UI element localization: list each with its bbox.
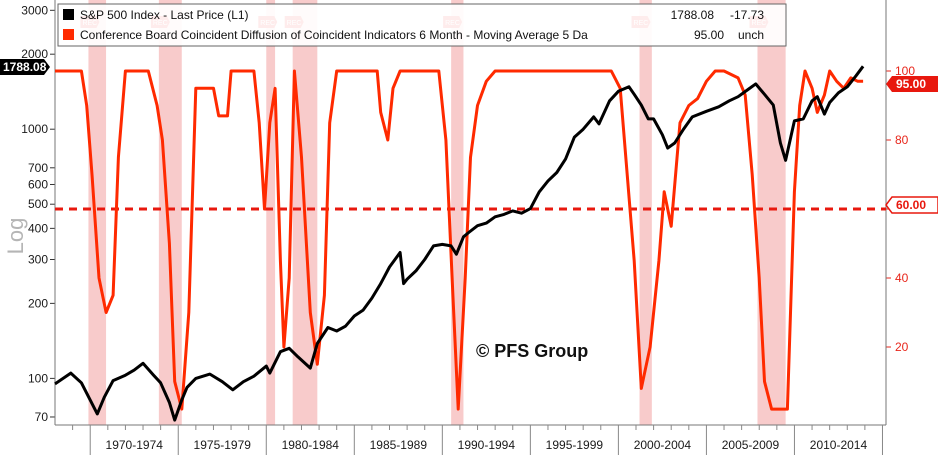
x-tick-label: 1985-1989	[370, 438, 428, 452]
legend-swatch-sp500	[63, 9, 74, 20]
legend-value-sp500: 1788.08	[671, 8, 715, 22]
left-tick-label: 400	[28, 221, 48, 235]
sp500-line	[54, 65, 865, 422]
left-tick-label: 2000	[21, 47, 48, 61]
left-axis-title: Log	[3, 218, 28, 255]
left-tick-label: 500	[28, 197, 48, 211]
recession-band	[266, 0, 276, 425]
threshold-tag-text: 60.00	[896, 198, 926, 212]
left-tick-label: 300	[28, 252, 48, 266]
left-tick-label: 1000	[21, 122, 48, 136]
threshold-tag: 60.00	[885, 196, 938, 214]
diffusion-tag-shape	[886, 76, 938, 92]
threshold-tag-shape	[885, 196, 938, 214]
x-tick-label: 2010-2014	[810, 438, 868, 452]
right-tick-label: 80	[895, 133, 909, 147]
x-tick-label: 2005-2009	[722, 438, 780, 452]
legend-value-diffusion: 95.00	[694, 28, 724, 42]
left-tick-label: 100	[28, 371, 48, 385]
series-layer	[54, 65, 865, 422]
left-axis-ticks: 70 100 200 300 400 500 600 700 1000 2000 3000	[21, 0, 56, 425]
last-price-tag-shape	[0, 59, 50, 75]
recession-band	[757, 0, 786, 425]
legend-label-diffusion: Conference Board Coincident Diffusion of…	[80, 28, 588, 42]
legend-swatch-diffusion	[63, 29, 74, 40]
x-tick-label: 1990-1994	[458, 438, 516, 452]
left-tick-label: 600	[28, 177, 48, 191]
x-tick-label: 1975-1979	[194, 438, 252, 452]
recession-band	[88, 0, 107, 425]
right-tick-label: 40	[895, 271, 909, 285]
left-tick-label: 70	[35, 410, 49, 424]
right-tick-label: 20	[895, 340, 909, 354]
x-tick-label: 2000-2004	[634, 438, 692, 452]
last-price-tag: 1788.08	[0, 59, 50, 75]
left-tick-label: 3000	[21, 3, 48, 17]
recession-band	[158, 0, 182, 425]
legend-box	[57, 3, 787, 47]
x-axis: 1970-1974 1975-1979 1980-1984 1985-1989 1990…	[55, 424, 886, 455]
legend-change-diffusion: unch	[738, 28, 764, 42]
diffusion-line	[55, 69, 864, 411]
x-tick-label: 1970-1974	[106, 438, 164, 452]
copyright-watermark: © PFS Group	[476, 341, 588, 361]
right-tick-label: 100	[895, 64, 915, 78]
diffusion-tag-text: 95.00	[896, 77, 926, 91]
left-tick-label: 200	[28, 296, 48, 310]
legend-label-sp500: S&P 500 Index - Last Price (L1)	[80, 8, 249, 22]
x-tick-label: 1980-1984	[282, 438, 340, 452]
x-tick-label: 1995-1999	[546, 438, 604, 452]
legend: S&P 500 Index - Last Price (L1) 1788.08 …	[57, 3, 787, 47]
legend-change-sp500: -17.73	[730, 8, 764, 22]
diffusion-tag: 95.00	[886, 76, 938, 92]
left-tick-label: 700	[28, 161, 48, 175]
last-price-tag-text: 1788.08	[3, 60, 47, 74]
